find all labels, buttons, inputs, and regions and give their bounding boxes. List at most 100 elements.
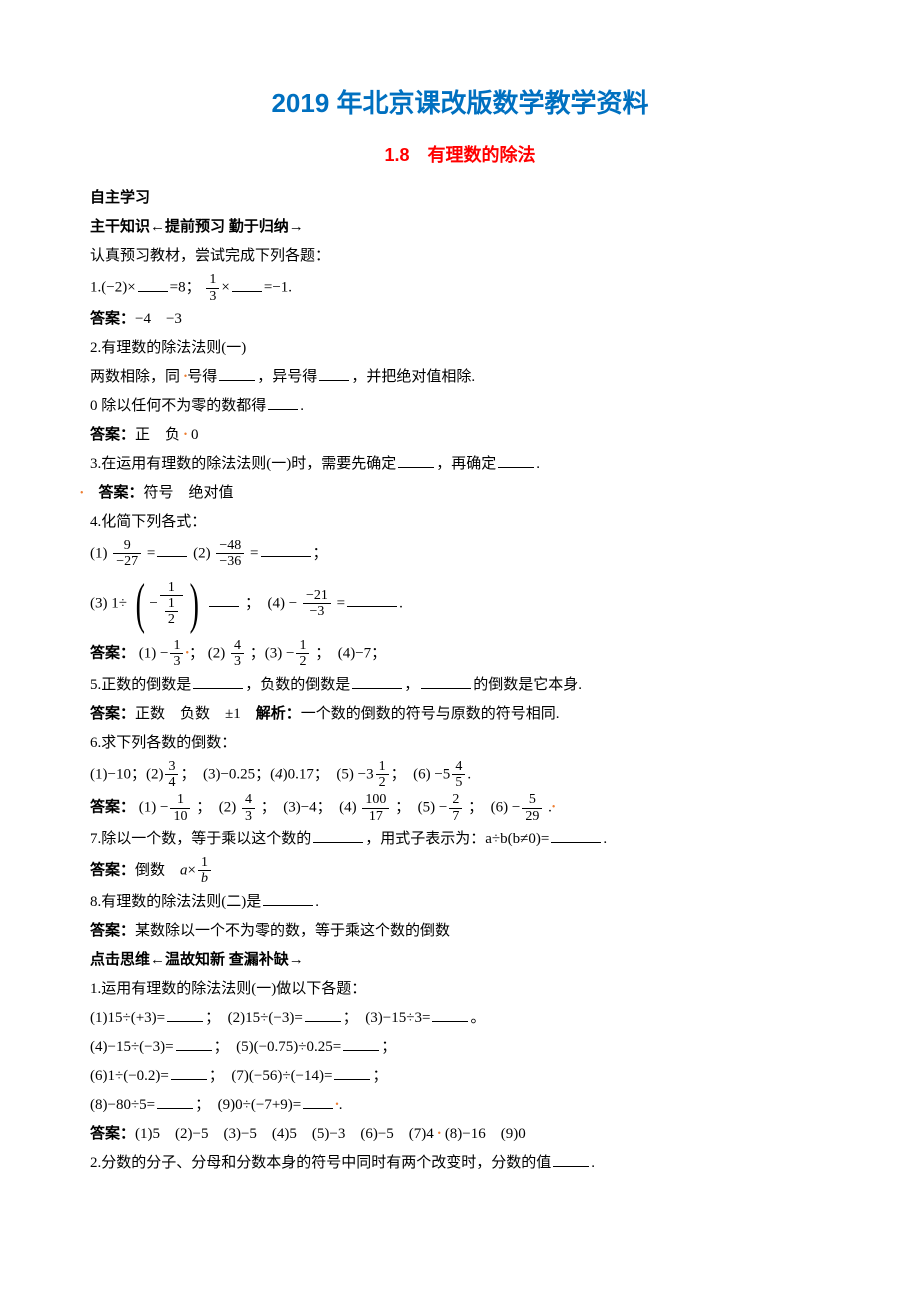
text: ； (7)(−56)÷(−14)= [209, 1068, 333, 1084]
den: 10 [170, 809, 190, 824]
answer-7: 答案：倒数 a×1b [90, 855, 830, 887]
fraction: −21−3 [303, 588, 331, 620]
heading-zizhu: 自主学习 [90, 185, 830, 212]
text: ； (3)−0.25；( [180, 766, 275, 782]
num: 4 [452, 759, 465, 775]
text: ； (5)(−0.75)÷0.25= [214, 1039, 342, 1055]
blank [352, 673, 402, 689]
text: 符号 绝对值 [144, 485, 234, 501]
text: ； (3)−4； (4) [261, 800, 361, 816]
blank [343, 1035, 379, 1051]
num: 2 [449, 792, 462, 808]
num: 5 [522, 792, 542, 808]
text: . [300, 398, 304, 414]
question-5: 5.正数的倒数是，负数的倒数是，的倒数是它本身. [90, 672, 830, 699]
text: )0.17； (5) −3 [283, 766, 374, 782]
blank [319, 365, 349, 381]
text: ， [404, 677, 419, 693]
answer-6: 答案： (1) −110 ； (2) 43 ； (3)−4； (4) 10017… [90, 792, 830, 824]
blank [193, 673, 243, 689]
jiexi-label: 解析： [256, 706, 301, 722]
text: 1.(−2)× [90, 280, 136, 296]
text: 2.分数的分子、分母和分数本身的符号中同时有两个改变时，分数的值 [90, 1155, 551, 1171]
text: (1) [90, 545, 108, 561]
text: ； (4) − [245, 595, 297, 611]
answer-3: • 答案：符号 绝对值 [90, 480, 830, 507]
blank [432, 1006, 468, 1022]
fraction: 529 [522, 792, 542, 824]
practice-1-title: 1.运用有理数的除法法则(一)做以下各题： [90, 976, 830, 1003]
minus: − [149, 595, 157, 611]
text: ； (6) −5 [391, 766, 451, 782]
text: 7.除以一个数，等于乘以这个数的 [90, 831, 311, 847]
answer-5: 答案：正数 负数 ±1 解析：一个数的倒数的符号与原数的符号相同. [90, 701, 830, 728]
practice-answer-1: 答案：(1)5 (2)−5 (3)−5 (4)5 (5)−3 (6)−5 (7)… [90, 1121, 830, 1148]
num: 100 [362, 792, 389, 808]
num: 4 [231, 638, 244, 654]
blank [232, 276, 262, 292]
den: 3 [206, 289, 219, 304]
text: 。 [470, 1010, 485, 1026]
heading-zhugan: 主干知识←提前预习 勤于归纳→ [90, 214, 830, 241]
var-b: b [201, 871, 208, 886]
question-1: 1.(−2)×=8； 13×=−1. [90, 272, 830, 304]
den: −27 [113, 554, 141, 569]
italic-4: 4 [275, 766, 283, 782]
fraction: 9−27 [113, 538, 141, 570]
text: ； (9)0÷(−7+9)= [195, 1097, 301, 1113]
text: (1) − [139, 800, 169, 816]
blank [313, 827, 363, 843]
fraction: 13 [206, 272, 219, 304]
blank [176, 1035, 212, 1051]
text: . [603, 831, 607, 847]
text: . [536, 456, 540, 472]
text: ； [381, 1039, 396, 1055]
text: . [591, 1155, 595, 1171]
question-2-line2: 两数相除，同 •号得，异号得，并把绝对值相除. [90, 364, 830, 391]
question-2-title: 2.有理数的除法法则(一) [90, 335, 830, 362]
answer-4: 答案： (1) −13•； (2) 43 ；(3) −12 ； (4)−7； [90, 638, 830, 670]
text: 3.在运用有理数的除法法则(一)时，需要先确定 [90, 456, 396, 472]
den: 17 [362, 809, 389, 824]
question-3: 3.在运用有理数的除法法则(一)时，需要先确定 ，再确定. [90, 451, 830, 478]
blank [268, 394, 298, 410]
den: 2 [165, 612, 178, 627]
big-paren: ( − 1 12 ) [131, 576, 204, 632]
label: 答案： [90, 862, 135, 878]
text: (3) 1÷ [90, 595, 127, 611]
num: 3 [165, 759, 178, 775]
text: ，再确定 [436, 456, 496, 472]
text: 5.正数的倒数是 [90, 677, 191, 693]
text: (1)15÷(+3)= [90, 1010, 165, 1026]
accent-dot-icon: • [552, 802, 556, 813]
num: −21 [303, 588, 331, 604]
section-title: 1.8 有理数的除法 [90, 139, 830, 171]
question-8: 8.有理数的除法法则(二)是. [90, 889, 830, 916]
num: 1 [206, 272, 219, 288]
text: 某数除以一个不为零的数，等于乘这个数的倒数 [135, 923, 450, 939]
den: −3 [303, 604, 331, 619]
den: 3 [170, 654, 183, 669]
text: 一个数的倒数的符号与原数的符号相同. [301, 706, 560, 722]
question-6-row: (1)−10；(2)34； (3)−0.25；(4)0.17； (5) −312… [90, 759, 830, 791]
eq: = [250, 545, 258, 561]
fraction: 12 [296, 638, 309, 670]
fraction: 45 [452, 759, 465, 791]
fraction: 10017 [362, 792, 389, 824]
text: 两数相除，同 [90, 369, 184, 385]
text: (1)−10；(2) [90, 766, 163, 782]
text: ； (2) [196, 800, 240, 816]
num: 1 [198, 855, 211, 871]
label: 答案： [99, 485, 144, 501]
heading-dianji: 点击思维←温故知新 查漏补缺→ [90, 947, 830, 974]
den: −36 [216, 554, 244, 569]
num: 1 [170, 792, 190, 808]
den: 3 [231, 654, 244, 669]
blank [553, 1151, 589, 1167]
practice-1-row4: (8)−80÷5=； (9)0÷(−7+9)=•. [90, 1092, 830, 1119]
mul: × [188, 862, 196, 878]
fraction: 12 [376, 759, 389, 791]
paren-left-icon: ( [135, 576, 144, 632]
fraction: 1 12 [160, 580, 183, 628]
blank [305, 1006, 341, 1022]
